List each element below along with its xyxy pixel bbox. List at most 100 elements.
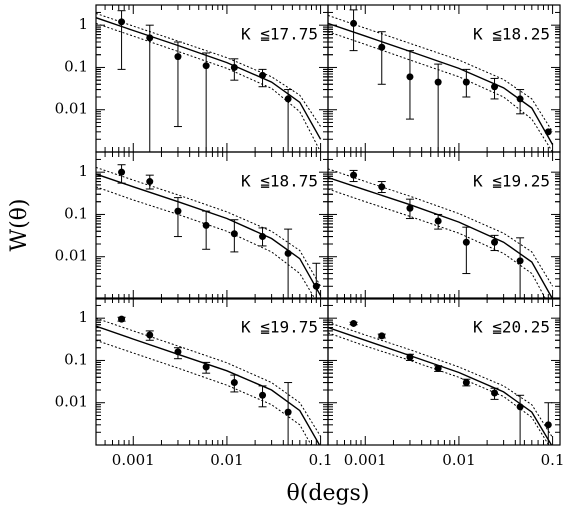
error-bar — [145, 24, 154, 152]
plot-area — [96, 164, 322, 299]
plot-area — [96, 315, 322, 445]
x-tick-label: 0.1 — [541, 451, 563, 469]
y-axis-label: W(θ) — [7, 198, 32, 251]
data-point — [462, 238, 470, 246]
data-point — [378, 183, 386, 191]
data-point — [259, 71, 267, 79]
data-point — [174, 348, 182, 356]
panel: K ≦18.25 — [327, 4, 561, 153]
data-point — [202, 363, 210, 371]
model-curve — [328, 326, 553, 445]
y-tick-label: 0.1 — [64, 57, 88, 75]
model-curve — [96, 317, 322, 437]
data-point — [378, 332, 386, 340]
model-curve — [328, 168, 554, 287]
model-curve — [96, 12, 322, 127]
data-point — [516, 257, 524, 265]
data-point — [544, 421, 552, 429]
data-point — [516, 403, 524, 411]
plot-area — [328, 168, 554, 299]
data-point — [434, 217, 442, 225]
panel: 0.001 0.01 0.1 K ≦20.25 — [327, 297, 563, 469]
plot-area — [96, 10, 322, 152]
plot-area — [328, 9, 554, 152]
y-tick-label: 1 — [78, 15, 88, 33]
data-point — [406, 204, 414, 212]
data-point — [491, 389, 499, 397]
error-bar — [312, 262, 321, 299]
y-tick-label: 0.01 — [55, 393, 88, 411]
plot-area — [328, 319, 554, 445]
data-point — [406, 353, 414, 361]
y-tick-label: 1 — [78, 162, 88, 180]
y-tick-label: 1 — [78, 308, 88, 326]
error-bar — [284, 228, 293, 299]
data-point — [230, 379, 238, 387]
panel: 1 0.1 0.01 K ≦18.75 — [55, 151, 329, 300]
data-point — [259, 391, 267, 399]
data-point — [350, 319, 358, 327]
x-tick-label: 0.001 — [344, 451, 387, 469]
model-curve — [328, 31, 554, 152]
data-point — [118, 168, 126, 176]
data-point — [378, 43, 386, 51]
model-curve — [96, 173, 322, 297]
panel-title: K ≦20.25 — [473, 318, 550, 337]
data-point — [230, 63, 238, 71]
y-tick-label: 0.1 — [64, 350, 88, 368]
model-curve — [328, 321, 554, 438]
model-curve — [96, 186, 316, 299]
data-point — [174, 53, 182, 61]
panel-title: K ≦19.25 — [473, 172, 550, 191]
data-point — [202, 221, 210, 229]
panel: 1 0.1 0.01 K ≦17.75 — [55, 4, 329, 153]
error-bar — [173, 197, 182, 238]
x-axis-label: θ(degs) — [287, 481, 370, 506]
data-point — [284, 95, 292, 103]
error-bar — [405, 50, 414, 120]
data-point — [230, 230, 238, 238]
error-bar — [434, 63, 443, 152]
data-point — [462, 78, 470, 86]
model-curve — [328, 14, 554, 133]
data-point — [434, 364, 442, 372]
x-tick-label: 0.1 — [309, 451, 333, 469]
model-curve — [96, 325, 321, 445]
data-point — [146, 178, 154, 186]
error-bar — [349, 9, 358, 52]
model-curve — [96, 166, 322, 287]
data-point — [312, 282, 320, 290]
data-point — [146, 331, 154, 339]
data-point — [174, 207, 182, 215]
data-point — [544, 128, 552, 136]
model-curve — [328, 176, 554, 299]
data-point — [350, 171, 358, 179]
panel-title: K ≦18.75 — [241, 172, 318, 191]
data-point — [202, 62, 210, 70]
data-point — [491, 238, 499, 246]
data-point — [350, 19, 358, 27]
x-tick-label: 0.01 — [210, 451, 243, 469]
model-curve — [328, 188, 547, 299]
error-bar — [516, 394, 525, 445]
panel: K ≦19.25 — [327, 151, 561, 300]
model-curve — [96, 339, 312, 445]
x-tick-label: 0.001 — [112, 451, 155, 469]
error-bar — [202, 52, 211, 152]
data-point — [516, 95, 524, 103]
model-curve — [328, 22, 554, 145]
y-tick-label: 0.01 — [55, 247, 88, 265]
model-curve — [328, 332, 550, 445]
data-point — [284, 249, 292, 257]
error-bar — [462, 226, 471, 275]
y-tick-label: 0.01 — [55, 100, 88, 118]
data-point — [462, 379, 470, 387]
data-point — [434, 78, 442, 86]
data-point — [406, 73, 414, 81]
y-tick-label: 0.1 — [64, 204, 88, 222]
panel-title: K ≦19.75 — [241, 318, 318, 337]
panel: 0.001 0.01 0.1 1 0.1 0.01 K ≦19.75 — [55, 297, 333, 469]
panel-title: K ≦17.75 — [241, 25, 318, 44]
data-point — [146, 34, 154, 42]
